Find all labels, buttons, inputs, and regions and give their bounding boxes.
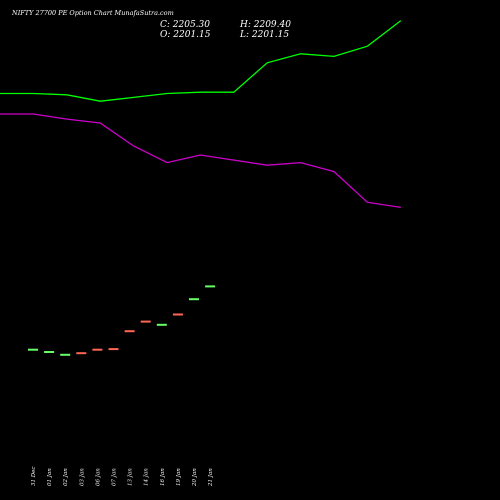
ohlc-left-group: C: 2205.30 O: 2201.15: [160, 20, 211, 40]
x-tick-label: 20 Jan: [192, 468, 198, 487]
x-tick-label: 19 Jan: [176, 468, 182, 486]
x-tick-label: 03 Jan: [79, 468, 85, 486]
ohlc-right-group: H: 2209.40 L: 2201.15: [240, 20, 291, 40]
chart-title: NIFTY 27700 PE Option Chart MunafaSutra.…: [12, 9, 174, 17]
x-tick-label: 02 Jan: [63, 468, 69, 486]
x-tick-label: 06 Jan: [95, 468, 101, 486]
x-tick-label: 07 Jan: [112, 468, 118, 486]
x-tick-label: 31 Dec: [31, 467, 37, 487]
close-value: C: 2205.30: [160, 20, 210, 30]
open-value: O: 2201.15: [160, 30, 211, 40]
x-tick-label: 21 Jan: [208, 468, 214, 487]
x-tick-label: 13 Jan: [128, 468, 134, 486]
x-tick-label: 16 Jan: [160, 468, 166, 486]
upper-band-line: [0, 20, 402, 102]
x-tick-label: 01 Jan: [47, 468, 53, 486]
x-tick-label: 14 Jan: [144, 468, 150, 486]
lower-band-line: [0, 113, 401, 209]
high-value: H: 2209.40: [240, 20, 291, 30]
low-value: L: 2201.15: [240, 30, 290, 40]
